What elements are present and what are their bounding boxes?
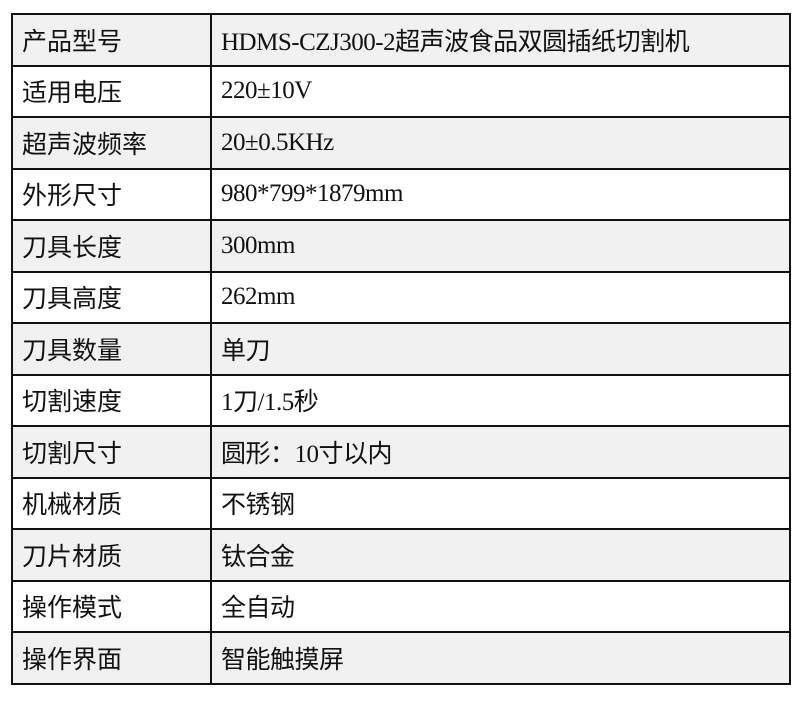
table-row: 刀片材质 钛合金 — [11, 528, 791, 582]
table-row: 操作模式 全自动 — [11, 579, 791, 633]
spec-value: 1刀/1.5秒 — [210, 373, 791, 427]
spec-label: 外形尺寸 — [11, 167, 212, 221]
table-row: 切割尺寸 圆形：10寸以内 — [11, 425, 791, 479]
table-row: 适用电压 220±10V — [11, 64, 791, 118]
spec-label: 机械材质 — [11, 476, 212, 530]
spec-value: 20±0.5KHz — [210, 116, 791, 170]
table-row: 刀具高度 262mm — [11, 270, 791, 324]
spec-label: 刀具数量 — [11, 322, 212, 376]
spec-label: 刀具高度 — [11, 270, 212, 324]
spec-value: HDMS-CZJ300-2超声波食品双圆插纸切割机 — [210, 13, 791, 67]
table-row: 操作界面 智能触摸屏 — [11, 631, 791, 685]
table-row: 刀具长度 300mm — [11, 219, 791, 273]
spec-value: 全自动 — [210, 579, 791, 633]
spec-label: 适用电压 — [11, 64, 212, 118]
spec-table: 产品型号 HDMS-CZJ300-2超声波食品双圆插纸切割机 适用电压 220±10V… — [11, 13, 791, 685]
spec-value: 单刀 — [210, 322, 791, 376]
spec-value: 圆形：10寸以内 — [210, 425, 791, 479]
table-row: 切割速度 1刀/1.5秒 — [11, 373, 791, 427]
spec-value: 智能触摸屏 — [210, 631, 791, 685]
table-row: 刀具数量 单刀 — [11, 322, 791, 376]
spec-value: 不锈钢 — [210, 476, 791, 530]
spec-label: 产品型号 — [11, 13, 212, 67]
spec-label: 刀片材质 — [11, 528, 212, 582]
spec-value: 钛合金 — [210, 528, 791, 582]
spec-value: 262mm — [210, 270, 791, 324]
spec-value: 300mm — [210, 219, 791, 273]
table-row: 产品型号 HDMS-CZJ300-2超声波食品双圆插纸切割机 — [11, 13, 791, 67]
table-row: 超声波频率 20±0.5KHz — [11, 116, 791, 170]
spec-label: 切割速度 — [11, 373, 212, 427]
table-row: 机械材质 不锈钢 — [11, 476, 791, 530]
spec-value: 980*799*1879mm — [210, 167, 791, 221]
spec-label: 刀具长度 — [11, 219, 212, 273]
spec-label: 操作界面 — [11, 631, 212, 685]
spec-value: 220±10V — [210, 64, 791, 118]
spec-label: 操作模式 — [11, 579, 212, 633]
table-row: 外形尺寸 980*799*1879mm — [11, 167, 791, 221]
spec-label: 超声波频率 — [11, 116, 212, 170]
spec-label: 切割尺寸 — [11, 425, 212, 479]
